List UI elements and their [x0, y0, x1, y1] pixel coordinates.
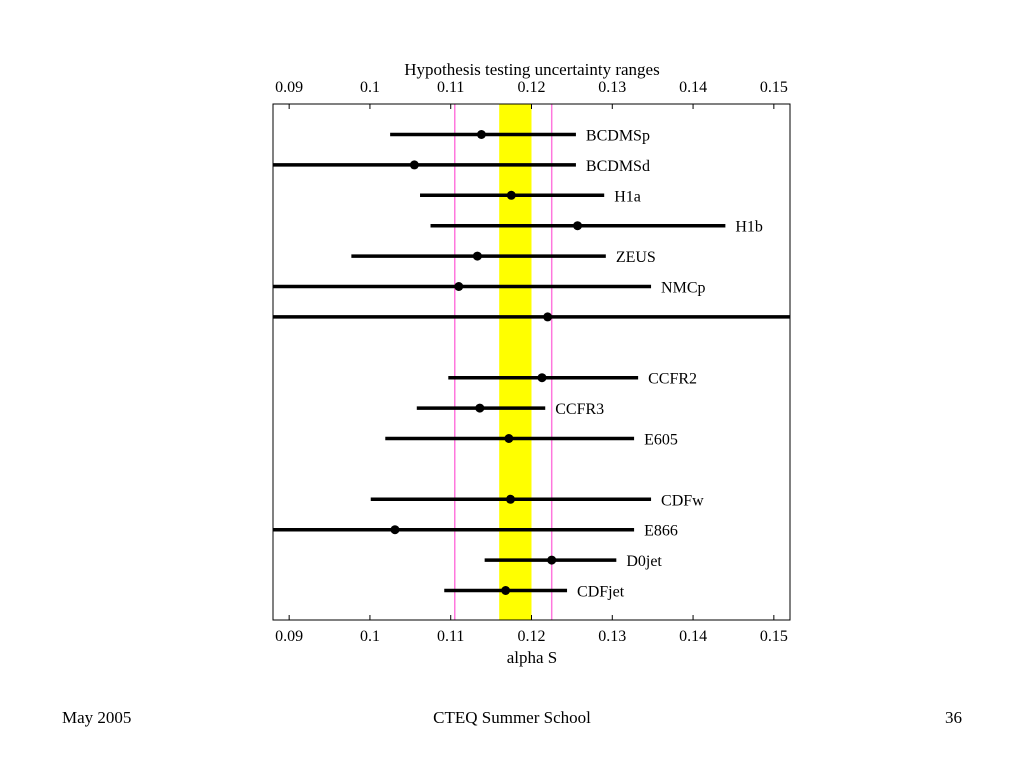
experiment-label: CCFR3 [555, 401, 604, 418]
data-point [537, 373, 547, 383]
bottom-tick-label: 0.11 [437, 628, 464, 645]
bottom-tick-label: 0.13 [598, 628, 626, 645]
slide-number: 36 [945, 708, 962, 727]
experiment-label: BCDMSd [586, 158, 650, 175]
data-point [476, 130, 486, 139]
top-tick-label: 0.14 [679, 79, 707, 96]
data-point [472, 251, 482, 261]
experiment-label: BCDMSp [586, 128, 650, 145]
experiment-label: CCFR2 [648, 371, 697, 388]
footer-title: CTEQ Summer School [433, 708, 591, 727]
experiment-label: CDFw [661, 492, 704, 509]
data-point [505, 494, 515, 504]
data-point [454, 282, 464, 291]
preferred-band [499, 104, 532, 620]
experiment-label: E605 [644, 432, 678, 449]
data-point [506, 190, 516, 200]
data-point [501, 586, 511, 595]
experiment-label: H1b [735, 219, 763, 236]
bottom-tick-label: 0.09 [275, 628, 303, 645]
data-point [504, 434, 514, 443]
top-tick-label: 0.13 [598, 79, 626, 96]
data-point [475, 403, 485, 413]
experiment-label: CDFjet [577, 584, 625, 601]
bottom-tick-label: 0.14 [679, 628, 707, 645]
experiment-label: E866 [644, 523, 678, 540]
data-point [390, 525, 400, 535]
data-point [547, 555, 557, 565]
experiment-label: D0jet [626, 553, 662, 570]
data-point [409, 160, 419, 170]
top-tick-label: 0.09 [275, 79, 303, 96]
bottom-tick-label: 0.1 [360, 628, 380, 645]
top-tick-label: 0.11 [437, 79, 464, 96]
data-point [543, 312, 553, 322]
bottom-tick-label: 0.15 [760, 628, 788, 645]
footer-date: May 2005 [62, 708, 132, 727]
experiment-label: ZEUS [616, 249, 656, 266]
experiment-label: NMCp [661, 280, 705, 297]
top-tick-label: 0.12 [518, 79, 546, 96]
experiment-label: H1a [614, 188, 641, 205]
top-tick-label: 0.1 [360, 79, 380, 96]
top-tick-label: 0.15 [760, 79, 788, 96]
chart-title: Hypothesis testing uncertainty ranges [404, 60, 659, 79]
bottom-tick-label: 0.12 [518, 628, 546, 645]
data-point [573, 221, 583, 231]
x-axis-label: alpha S [507, 648, 558, 667]
